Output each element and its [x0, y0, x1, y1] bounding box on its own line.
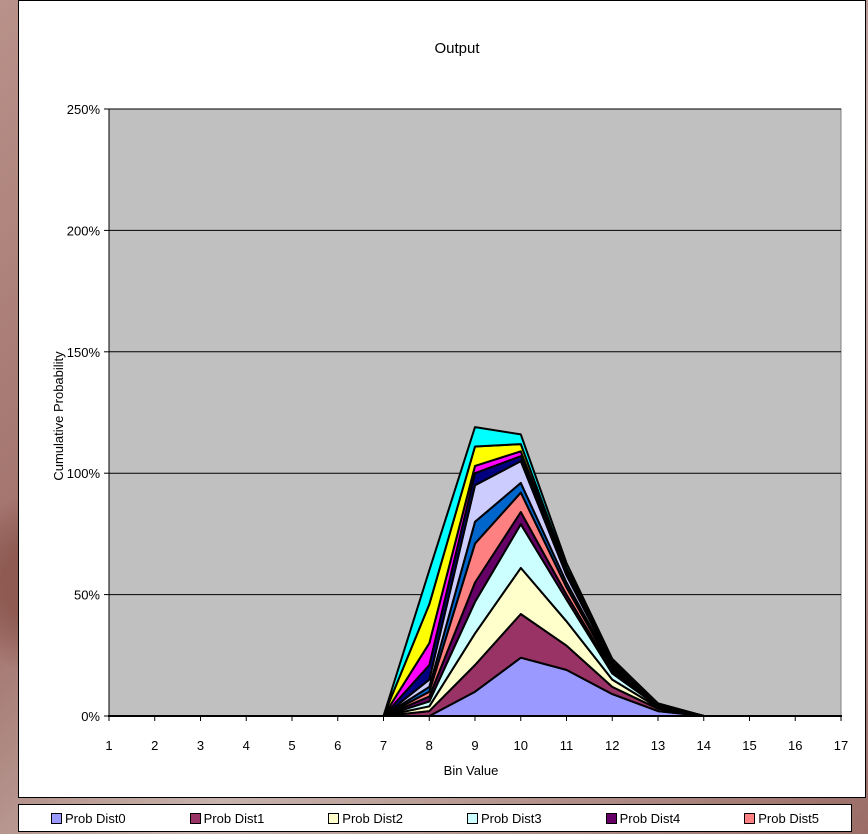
x-tick-label: 3	[197, 738, 204, 753]
legend-item: Prob Dist0	[50, 810, 126, 826]
x-tick-label: 10	[514, 738, 528, 753]
x-tick-label: 9	[471, 738, 478, 753]
x-tick-label: 5	[288, 738, 295, 753]
y-tick-label: 50%	[74, 588, 100, 603]
x-tick-label: 13	[651, 738, 665, 753]
x-tick-label: 16	[788, 738, 802, 753]
legend-swatch	[605, 812, 617, 824]
legend-swatch	[744, 812, 756, 824]
y-tick-label: 0%	[81, 709, 100, 724]
legend-label: Prob Dist0	[64, 810, 126, 826]
x-tick-label: 4	[243, 738, 250, 753]
x-tick-label: 6	[334, 738, 341, 753]
x-axis-label: Bin Value	[444, 763, 499, 778]
x-tick-label: 7	[380, 738, 387, 753]
y-tick-label: 100%	[67, 466, 101, 481]
legend-swatch	[466, 812, 478, 824]
y-tick-label: 250%	[67, 102, 101, 117]
x-tick-label: 15	[742, 738, 756, 753]
legend-label: Prob Dist2	[342, 810, 403, 826]
x-tick-label: 8	[426, 738, 433, 753]
chart-area: Output 0% 50% 100% 150% 200% 250% 1 2 3 4 5 6 7 8 9 10 1…	[18, 0, 866, 798]
x-tick-label: 11	[560, 738, 574, 753]
y-tick-label: 200%	[67, 223, 101, 238]
y-tick-label: 150%	[67, 345, 101, 360]
x-tick-label: 12	[605, 738, 619, 753]
legend-item: Prob Dist1	[189, 810, 265, 826]
legend-label: Prob Dist5	[758, 810, 819, 826]
legend-label: Prob Dist3	[480, 810, 542, 826]
chart-title: Output	[434, 40, 480, 57]
legend: Prob Dist0 Prob Dist1 Prob Dist2 Prob Dist3…	[18, 804, 852, 832]
x-tick-label: 2	[151, 738, 158, 753]
legend-item: Prob Dist5	[744, 811, 819, 826]
chart-svg: Output 0%50%100%150%200%250%1 2 3 4 5 6 7 8 9 10 1…	[51, 40, 848, 778]
legend-label: Prob Dist1	[203, 810, 265, 826]
x-tick-label: 1	[105, 738, 112, 753]
legend-label: Prob Dist4	[619, 810, 681, 826]
legend-swatch	[50, 812, 62, 824]
legend-item: Prob Dist2	[328, 811, 403, 826]
legend-swatch	[189, 812, 201, 824]
legend-item: Prob Dist4	[605, 810, 681, 826]
legend-swatch	[328, 812, 340, 824]
legend-item: Prob Dist3	[466, 810, 542, 826]
y-axis-label: Cumulative Probability	[51, 351, 66, 481]
x-tick-label: 17	[834, 738, 848, 753]
x-tick-label: 14	[697, 738, 711, 753]
